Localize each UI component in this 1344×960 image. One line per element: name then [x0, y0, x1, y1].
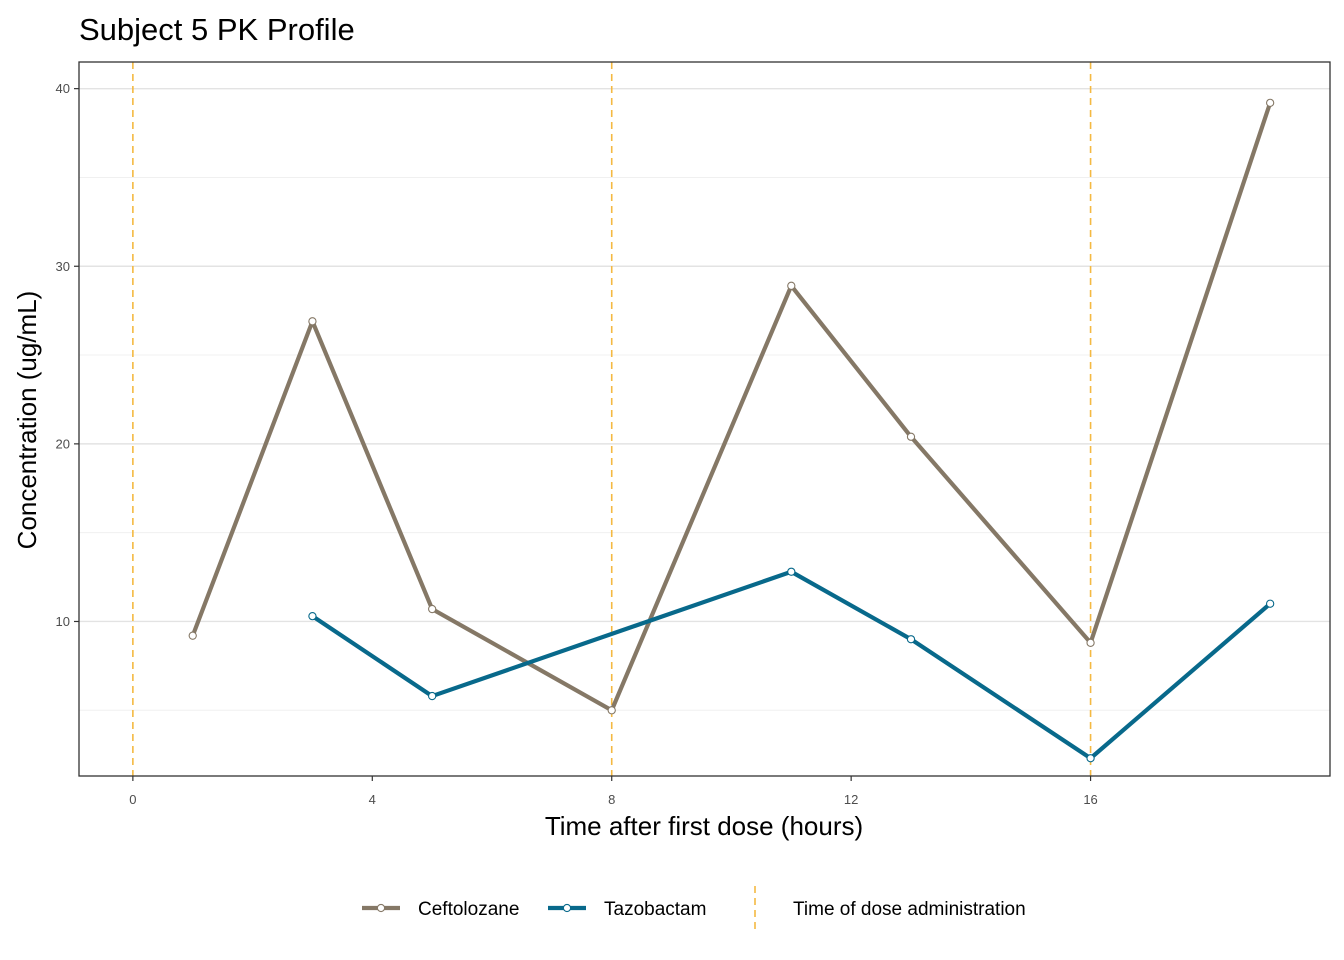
legend: Ceftolozane Tazobactam Time of dose admini…: [362, 886, 1026, 930]
data-point-ceftolozane: [787, 281, 796, 290]
legend-label-ceftolozane: Ceftolozane: [418, 899, 519, 920]
data-point-tazobactam: [1086, 754, 1095, 763]
y-tick-label: 20: [56, 436, 70, 451]
series-layer: [188, 98, 1275, 763]
plot-panel-border: [78, 61, 1331, 777]
legend-point-ceftolozane: [376, 903, 386, 913]
data-point-tazobactam: [787, 567, 796, 576]
data-point-ceftolozane: [607, 706, 616, 715]
y-tick-label: 10: [56, 614, 70, 629]
data-point-ceftolozane: [1265, 98, 1275, 108]
y-axis-title: Concentration (ug/mL): [12, 291, 42, 550]
x-tick-label: 4: [369, 792, 376, 807]
x-tick-label: 0: [129, 792, 136, 807]
data-point-ceftolozane: [188, 631, 197, 640]
data-point-ceftolozane: [428, 604, 437, 614]
x-axis-title: Time after first dose (hours): [545, 811, 863, 841]
x-tick-label: 12: [844, 792, 858, 807]
data-point-ceftolozane: [1086, 638, 1095, 647]
legend-label-dose: Time of dose administration: [793, 899, 1026, 920]
y-tick-label: 40: [56, 81, 70, 96]
grid-layer: [79, 87, 1330, 711]
dose-lines: [132, 62, 1092, 776]
data-point-ceftolozane: [906, 432, 916, 441]
axis-layer: 10 20 30 40 0 4 8 12 16: [56, 81, 1098, 807]
legend-label-tazobactam: Tazobactam: [604, 899, 706, 920]
x-tick-label: 8: [608, 792, 615, 807]
data-point-tazobactam: [1265, 599, 1275, 608]
series-line-ceftolozane: [190, 100, 1273, 713]
legend-point-tazobactam: [562, 903, 572, 913]
x-tick-label: 16: [1083, 792, 1097, 807]
series-line-tazobactam: [310, 569, 1273, 761]
data-point-tazobactam: [428, 691, 437, 701]
chart-title: Subject 5 PK Profile: [79, 12, 355, 47]
data-point-tazobactam: [906, 635, 916, 644]
data-point-ceftolozane: [308, 317, 317, 326]
data-point-tazobactam: [308, 611, 317, 621]
y-tick-label: 30: [56, 259, 70, 274]
